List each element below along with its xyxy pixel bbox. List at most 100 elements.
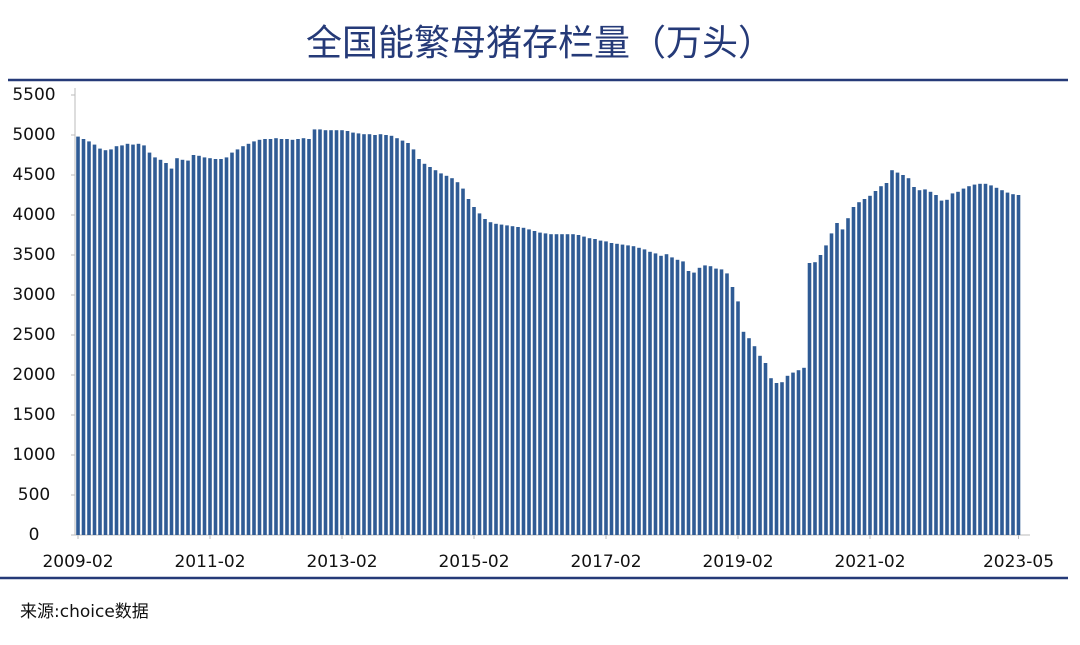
y-tick-label: 1500 [12, 405, 55, 425]
bar [81, 139, 86, 535]
bar [246, 143, 251, 536]
bar [917, 190, 922, 535]
bar [1011, 194, 1015, 535]
bar [477, 213, 482, 535]
bar [642, 249, 647, 535]
x-tick-label: 2009-02 [42, 552, 113, 572]
bar [802, 367, 806, 535]
bar [98, 148, 102, 535]
bar [571, 234, 575, 535]
bar [697, 267, 702, 535]
bar [620, 244, 625, 535]
bar [76, 136, 80, 535]
bar [472, 207, 476, 535]
bar [422, 163, 427, 536]
bar [631, 246, 636, 535]
bar [846, 218, 850, 535]
y-tick-label: 5000 [12, 125, 55, 145]
source-note: 来源:choice数据 [20, 602, 149, 622]
bar [120, 145, 124, 535]
bar [230, 152, 234, 535]
bar [565, 234, 570, 535]
bar [983, 183, 988, 536]
bar [290, 139, 295, 536]
bar [186, 160, 190, 535]
bar [835, 223, 839, 535]
y-tick-label: 500 [18, 485, 50, 505]
bar [626, 245, 630, 535]
x-tick-label: 2015-02 [438, 552, 509, 572]
bar [934, 195, 938, 535]
bar [774, 383, 779, 535]
bar [587, 238, 592, 535]
bar [895, 172, 900, 535]
bar [488, 222, 493, 535]
bar [147, 152, 152, 535]
bar [906, 178, 911, 535]
bar [912, 187, 916, 535]
y-tick-label: 2000 [12, 365, 55, 385]
bar [862, 199, 867, 535]
bar [158, 159, 163, 536]
bar [961, 188, 966, 535]
bar [653, 253, 658, 535]
bar [109, 149, 113, 535]
bar [1005, 192, 1010, 535]
bar [719, 269, 724, 535]
bar [752, 346, 757, 535]
bar [675, 259, 680, 535]
bar [450, 178, 454, 535]
bar [329, 130, 333, 535]
bar [505, 225, 509, 535]
bar [417, 159, 421, 535]
bar [296, 139, 300, 535]
y-tick-label: 4000 [12, 205, 55, 225]
bar [334, 130, 339, 535]
bar [901, 175, 905, 535]
bar [549, 234, 553, 535]
bar [736, 301, 740, 535]
bar [714, 268, 718, 535]
bar [769, 378, 773, 535]
y-tick-label: 5500 [12, 85, 55, 105]
bar [554, 234, 559, 535]
bar [521, 227, 526, 536]
bar [466, 199, 471, 535]
bar [664, 254, 669, 535]
bar [197, 155, 201, 536]
x-tick-label: 2021-02 [834, 552, 905, 572]
bar [483, 219, 487, 535]
bar [692, 272, 696, 535]
bar [813, 262, 817, 535]
bar [340, 130, 344, 535]
bar [428, 167, 432, 535]
bar [351, 132, 355, 535]
bar [763, 363, 768, 535]
bar [950, 193, 955, 535]
bar [708, 266, 713, 535]
bar [395, 138, 399, 535]
bar [367, 134, 372, 535]
x-tick-label: 2023-05 [983, 552, 1054, 572]
bar [213, 159, 218, 535]
y-tick-label: 3500 [12, 245, 55, 265]
bar [868, 195, 872, 536]
y-tick-label: 0 [29, 525, 40, 545]
y-tick-label: 4500 [12, 165, 55, 185]
bar [978, 183, 982, 536]
bar [928, 191, 933, 536]
bar [268, 139, 273, 535]
bar [538, 232, 542, 535]
bar [840, 229, 845, 535]
bar [730, 287, 735, 535]
bar [1016, 195, 1021, 535]
chart-title: 全国能繁母猪存栏量（万头） [306, 23, 774, 64]
bar [956, 191, 960, 536]
bar [263, 139, 267, 535]
bar [373, 135, 377, 535]
bar [780, 382, 784, 535]
bar [400, 140, 405, 535]
bar [598, 240, 603, 535]
bar [461, 188, 465, 535]
bar [593, 239, 597, 535]
